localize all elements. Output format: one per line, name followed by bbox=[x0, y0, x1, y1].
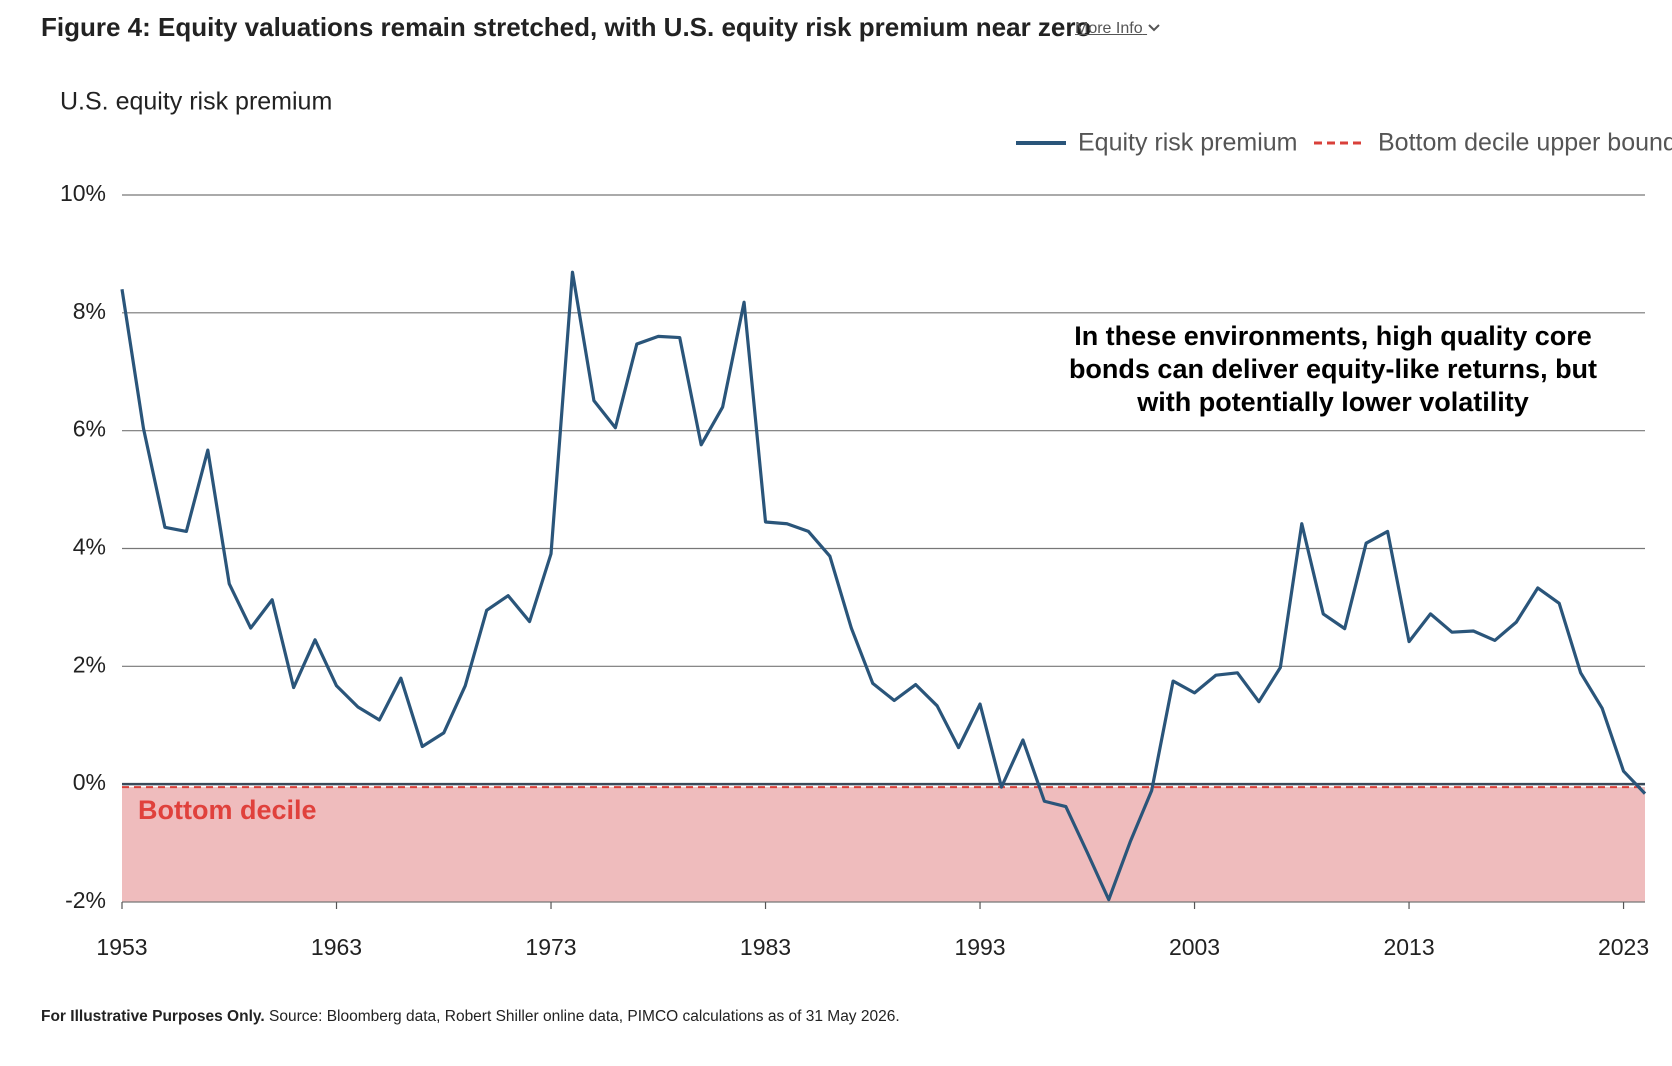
more-info-link[interactable]: More Info bbox=[1075, 20, 1161, 38]
y-tick-label: 4% bbox=[73, 534, 106, 560]
footnote-text: Source: Bloomberg data, Robert Shiller o… bbox=[268, 1008, 900, 1025]
legend-label: Bottom decile upper bound bbox=[1378, 129, 1672, 157]
chevron bbox=[1148, 24, 1160, 32]
x-tick-label: 1953 bbox=[96, 934, 147, 960]
x-tick-label: 2003 bbox=[1169, 934, 1220, 960]
series-line bbox=[120, 270, 1647, 902]
legend-label: Equity risk premium bbox=[1078, 129, 1298, 157]
x-tick-label: 1963 bbox=[311, 934, 362, 960]
footnote-bold: For Illustrative Purposes Only. bbox=[41, 1008, 265, 1025]
x-tick-label: 2013 bbox=[1383, 934, 1434, 960]
x-tick-label: 1993 bbox=[954, 934, 1005, 960]
x-tick-label: 1983 bbox=[740, 934, 791, 960]
band-label: Bottom decile bbox=[138, 795, 317, 825]
annotation: bonds can deliver equity-like returns, b… bbox=[1069, 354, 1597, 384]
bottom-decile-band bbox=[122, 787, 1645, 902]
y-tick-label: 0% bbox=[73, 769, 106, 795]
y-tick-label: 6% bbox=[73, 416, 106, 442]
chart: U.S. equity risk premium Bottom decile -2… bbox=[60, 88, 1672, 960]
footnote: For Illustrative Purposes Only. Source: … bbox=[41, 1008, 900, 1026]
title-text: Figure 4: Equity valuations remain stret… bbox=[41, 12, 1092, 42]
annotation: with potentially lower volatility bbox=[1136, 387, 1529, 417]
annotation: In these environments, high quality core bbox=[1074, 321, 1592, 351]
figure-title: Figure 4: Equity valuations remain stret… bbox=[41, 12, 1091, 43]
y-tick-label: 8% bbox=[73, 298, 106, 324]
y-tick-label: -2% bbox=[65, 887, 106, 913]
x-tick-label: 2023 bbox=[1598, 934, 1649, 960]
x-tick-label: 1973 bbox=[525, 934, 576, 960]
y-axis-title: U.S. equity risk premium bbox=[60, 88, 332, 116]
more-info-text[interactable]: More Info bbox=[1075, 20, 1143, 37]
y-tick-label: 2% bbox=[73, 651, 106, 677]
y-tick-label: 10% bbox=[60, 180, 106, 206]
